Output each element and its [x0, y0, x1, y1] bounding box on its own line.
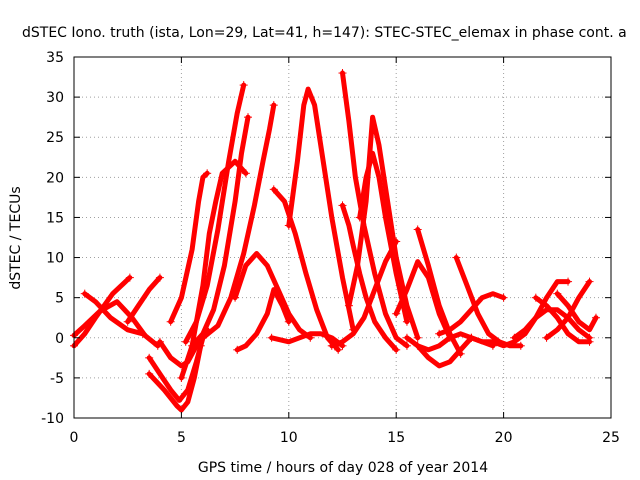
series-arc-24 — [415, 227, 464, 357]
axis-ticks: 0 5 10 15 20 25 -10 -5 0 5 10 15 20 25 30 35 — [41, 50, 620, 446]
data-point-marker — [233, 345, 242, 354]
data-point-marker — [542, 333, 551, 342]
data-point-marker — [338, 201, 347, 210]
data-point-marker — [203, 169, 212, 178]
data-point-marker — [344, 301, 353, 310]
y-tick-label: -5 — [50, 371, 64, 387]
series-arc-8 — [168, 170, 210, 325]
data-point-marker — [355, 213, 364, 222]
series-arc-20 — [346, 114, 421, 341]
series-arc-2 — [82, 291, 146, 337]
data-point-marker — [516, 341, 525, 350]
series-arc-4 — [125, 275, 163, 325]
chart-title: dSTEC Iono. truth (ista, Lon=29, Lat=41,… — [22, 25, 627, 41]
data-point-marker — [80, 289, 89, 298]
data-point-marker — [510, 333, 519, 342]
y-tick-label: 25 — [46, 130, 64, 146]
x-tick-label: 5 — [177, 430, 186, 446]
data-point-marker — [123, 317, 132, 326]
series-arc-13 — [232, 251, 313, 341]
data-point-marker — [413, 333, 422, 342]
series-arc-28 — [436, 291, 507, 337]
x-tick-label: 0 — [70, 430, 79, 446]
series-arc-29 — [468, 279, 571, 349]
x-axis-label: GPS time / hours of day 028 of year 2014 — [198, 460, 488, 476]
data-point-marker — [243, 113, 252, 122]
data-point-marker — [188, 341, 197, 350]
data-point-marker — [155, 273, 164, 282]
series-arc-6 — [146, 343, 204, 413]
x-tick-label: 15 — [387, 430, 405, 446]
data-point-marker — [585, 337, 594, 346]
data-point-marker — [145, 353, 154, 362]
data-point-marker — [267, 333, 276, 342]
data-point-marker — [269, 185, 278, 194]
y-tick-label: -10 — [41, 411, 64, 427]
series-arc-3 — [71, 299, 161, 349]
series-arc-18 — [340, 70, 410, 349]
data-point-marker — [269, 101, 278, 110]
series-arc-17 — [269, 331, 345, 349]
data-point-marker — [338, 69, 347, 78]
data-point-marker — [241, 169, 250, 178]
series-arc-12 — [200, 102, 277, 341]
data-point-marker — [435, 329, 444, 338]
data-point-marker — [181, 337, 190, 346]
y-axis-label: dSTEC / TECUs — [8, 186, 24, 289]
data-point-marker — [585, 277, 594, 286]
data-point-marker — [564, 277, 573, 286]
series-arc-22 — [329, 239, 399, 349]
data-point-marker — [499, 293, 508, 302]
data-point-marker — [553, 289, 562, 298]
series-arc-25 — [415, 335, 474, 369]
series-arc-15 — [234, 287, 292, 353]
data-point-marker — [284, 317, 293, 326]
data-point-marker — [392, 309, 401, 318]
data-point-marker — [198, 333, 207, 342]
data-point-marker — [166, 317, 175, 326]
data-point-marker — [392, 237, 401, 246]
y-tick-label: 5 — [55, 291, 64, 307]
data-point-marker — [402, 333, 411, 342]
data-series — [70, 69, 600, 413]
data-point-marker — [452, 253, 461, 262]
data-point-marker — [284, 221, 293, 230]
data-point-marker — [125, 273, 134, 282]
series-arc-19 — [340, 202, 399, 353]
x-tick-label: 25 — [602, 430, 620, 446]
data-point-marker — [327, 341, 336, 350]
data-point-marker — [334, 345, 343, 354]
data-point-marker — [392, 345, 401, 354]
series-arc-16 — [286, 86, 356, 333]
y-tick-label: 20 — [46, 170, 64, 186]
data-point-marker — [145, 369, 154, 378]
series-arc-21 — [357, 150, 410, 325]
series-arc-23 — [393, 259, 453, 341]
data-point-marker — [467, 333, 476, 342]
plot-frame — [73, 56, 612, 419]
data-point-marker — [155, 337, 164, 346]
x-tick-label: 10 — [280, 430, 298, 446]
data-point-marker — [231, 293, 240, 302]
series-arc-33 — [554, 291, 599, 333]
y-tick-label: 10 — [46, 251, 64, 267]
data-point-marker — [239, 81, 248, 90]
data-point-marker — [402, 341, 411, 350]
y-tick-label: 15 — [46, 210, 64, 226]
data-point-marker — [177, 373, 186, 382]
y-tick-label: 35 — [46, 50, 64, 66]
grid — [74, 57, 611, 418]
data-point-marker — [591, 313, 600, 322]
data-point-marker — [413, 225, 422, 234]
series-arc-32 — [544, 279, 592, 341]
y-tick-label: 30 — [46, 90, 64, 106]
x-tick-label: 20 — [495, 430, 513, 446]
data-point-marker — [402, 317, 411, 326]
series-arc-9 — [178, 158, 249, 381]
series-arc-10 — [183, 82, 247, 345]
y-tick-label: 0 — [55, 331, 64, 347]
data-point-marker — [531, 293, 540, 302]
